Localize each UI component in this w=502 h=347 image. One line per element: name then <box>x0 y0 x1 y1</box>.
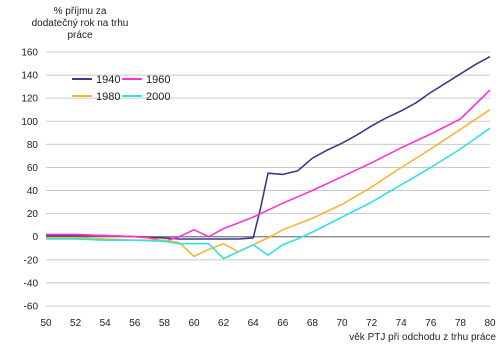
y-tick-label: -40 <box>24 278 39 289</box>
y-axis-title-line-2: dodatečný rok na trhu <box>32 18 129 29</box>
x-tick-label: 74 <box>396 318 408 329</box>
y-tick-label: 20 <box>27 209 39 220</box>
x-tick-label: 56 <box>129 318 141 329</box>
legend: 1940 1960 1980 2000 <box>72 74 170 103</box>
y-axis-ticks: 160 140 120 100 80 60 40 20 0 -20 -40 -60 <box>21 48 38 313</box>
y-axis-title-line-3: práce <box>67 30 92 41</box>
x-tick-label: 62 <box>218 318 230 329</box>
y-tick-label: 40 <box>27 186 39 197</box>
gridlines <box>46 51 490 307</box>
x-tick-label: 76 <box>425 318 437 329</box>
y-tick-label: -20 <box>24 255 39 266</box>
series-line-2000 <box>46 127 491 260</box>
x-tick-label: 54 <box>100 318 112 329</box>
series-line-1960 <box>46 89 491 243</box>
legend-label-1940: 1940 <box>96 74 120 86</box>
y-axis-title-line-1: % příjmu za <box>54 6 107 17</box>
y-tick-label: 60 <box>27 163 39 174</box>
y-tick-label: 140 <box>21 71 38 82</box>
x-axis-title: věk PTJ při odchodu z trhu práce <box>349 332 496 343</box>
x-tick-label: 72 <box>366 318 378 329</box>
x-tick-label: 78 <box>455 318 467 329</box>
legend-label-1960: 1960 <box>146 74 170 86</box>
x-tick-label: 58 <box>159 318 171 329</box>
series-lines <box>46 55 491 260</box>
y-tick-label: 100 <box>21 117 38 128</box>
x-axis-ticks: 50 52 54 56 58 60 62 64 66 68 70 72 74 76 78 80 <box>40 318 496 329</box>
y-tick-label: 160 <box>21 48 38 59</box>
x-tick-label: 68 <box>307 318 319 329</box>
series-line-1980 <box>46 109 491 258</box>
x-tick-label: 60 <box>188 318 200 329</box>
y-tick-label: -60 <box>24 302 39 313</box>
y-tick-label: 120 <box>21 94 38 105</box>
x-tick-label: 64 <box>248 318 260 329</box>
legend-label-2000: 2000 <box>146 91 170 103</box>
y-tick-label: 0 <box>32 232 38 243</box>
legend-label-1980: 1980 <box>96 91 120 103</box>
x-tick-label: 66 <box>277 318 289 329</box>
x-tick-label: 70 <box>336 318 348 329</box>
x-tick-label: 80 <box>484 318 496 329</box>
y-tick-label: 80 <box>27 140 39 151</box>
x-tick-label: 52 <box>70 318 82 329</box>
x-tick-label: 50 <box>40 318 52 329</box>
